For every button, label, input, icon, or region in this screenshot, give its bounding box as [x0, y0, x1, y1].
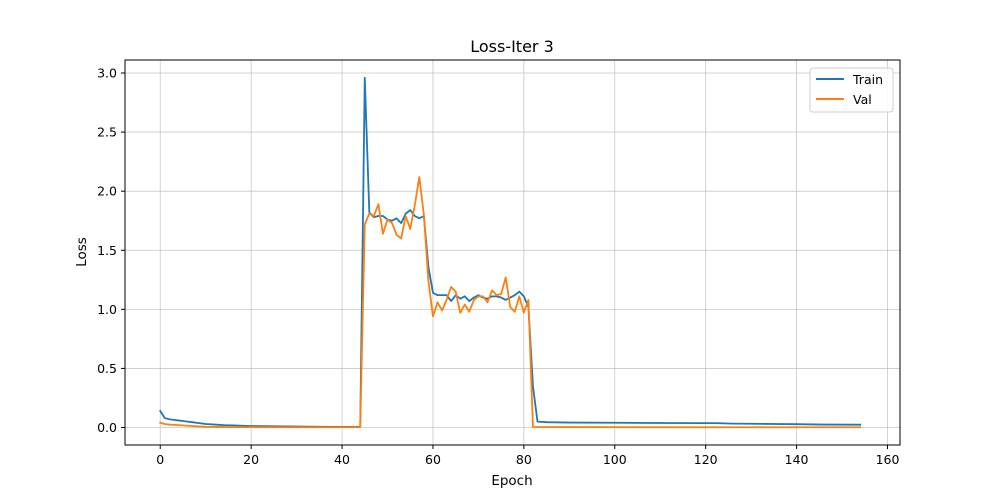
- plot-frame: [124, 59, 901, 446]
- series-line-val: [159, 176, 862, 429]
- x-tick-label: 100: [603, 452, 627, 467]
- y-tick-label: 3.0: [97, 65, 117, 80]
- y-tick-label: 2.5: [97, 125, 117, 140]
- x-axis-ticks: 0 20 40 60 80 100 120 140 160: [156, 445, 899, 467]
- y-tick-label: 1.5: [97, 243, 117, 258]
- legend: Train Val: [809, 67, 894, 113]
- x-tick-label: 60: [425, 452, 441, 467]
- x-tick-label: 140: [785, 452, 809, 467]
- legend-label-train: Train: [852, 72, 883, 87]
- x-tick-label: 20: [243, 452, 259, 467]
- legend-label-val: Val: [853, 92, 872, 107]
- chart-title: Loss-Iter 3: [470, 37, 554, 56]
- y-tick-label: 0.0: [97, 420, 117, 435]
- y-tick-label: 1.0: [97, 302, 117, 317]
- plot-area: [125, 60, 900, 445]
- x-tick-label: 80: [516, 452, 532, 467]
- y-axis-ticks: 0.0 0.5 1.0 1.5 2.0 2.5 3.0: [97, 65, 125, 435]
- x-axis-label: Epoch: [491, 473, 532, 489]
- series-line-train: [158, 76, 862, 428]
- x-tick-label: 120: [694, 452, 718, 467]
- x-tick-label: 160: [876, 452, 900, 467]
- y-axis-label: Loss: [74, 237, 90, 267]
- y-tick-label: 0.5: [97, 361, 117, 376]
- x-tick-label: 40: [334, 452, 350, 467]
- y-tick-label: 2.0: [97, 184, 117, 199]
- series-layer: [158, 76, 862, 429]
- x-tick-label: 0: [156, 452, 164, 467]
